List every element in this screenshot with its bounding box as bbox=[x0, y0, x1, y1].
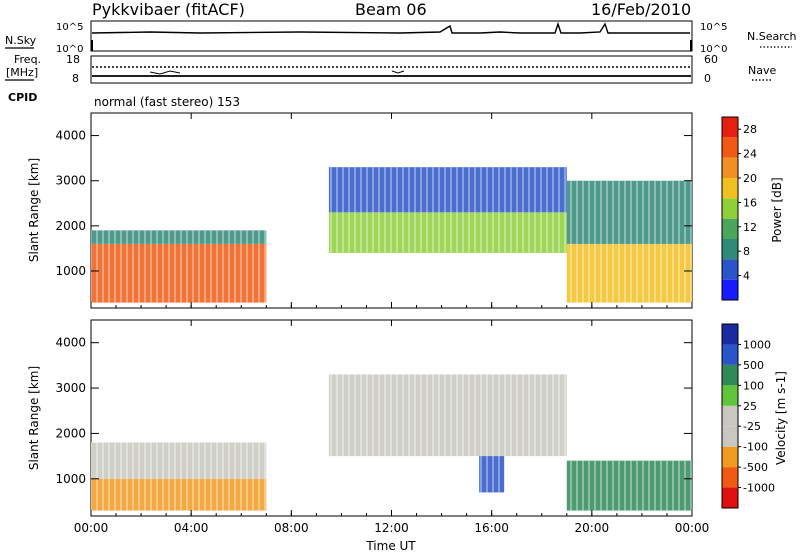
power-colorbar-swatch bbox=[722, 178, 738, 199]
power-range-tick-label: 1000 bbox=[55, 264, 86, 278]
power-marks bbox=[91, 167, 692, 303]
freq-panel bbox=[90, 55, 693, 84]
velocity-colorbar-swatch bbox=[722, 487, 738, 508]
power-ylabel: Slant Range [km] bbox=[27, 158, 41, 262]
freq-unit: [MHz] bbox=[6, 66, 38, 79]
velocity-colorbar-tick: -1000 bbox=[743, 482, 775, 495]
velocity-colorbar-swatch bbox=[722, 344, 738, 365]
power-colorbar-swatch bbox=[722, 239, 738, 260]
power-colorbar-tick: 4 bbox=[743, 270, 750, 283]
velocity-colorbar-swatch bbox=[722, 426, 738, 447]
power-colorbar-tick: 28 bbox=[743, 123, 757, 136]
velocity-range-tick-label: 4000 bbox=[55, 336, 86, 350]
time-tick-label: 08:00 bbox=[274, 521, 309, 535]
nsky-trace bbox=[91, 21, 690, 34]
velocity-colorbar: 1000 500 100 25 -25 -100 -500 -1000 bbox=[721, 323, 775, 509]
time-axis-label: Time UT bbox=[365, 539, 416, 553]
freq-label: Freq. bbox=[14, 53, 41, 66]
cpid-label: CPID bbox=[8, 91, 37, 104]
velocity-colorbar-swatch bbox=[722, 324, 738, 345]
power-colorbar-swatch bbox=[722, 137, 738, 158]
time-tick-label: 12:00 bbox=[374, 521, 409, 535]
velocity-range-tick-label: 2000 bbox=[55, 426, 86, 440]
beam-title: Beam 06 bbox=[355, 0, 427, 19]
time-tick-label: 00:00 bbox=[675, 521, 710, 535]
velocity-colorbar-tick: -100 bbox=[743, 441, 768, 454]
radar-title: Pykkvibaer (fitACF) bbox=[92, 0, 245, 19]
nave-tick-top: 60 bbox=[704, 53, 718, 66]
nsky-panel bbox=[90, 20, 693, 52]
power-colorbar-tick: 12 bbox=[743, 221, 757, 234]
freq-tick-bottom: 8 bbox=[72, 72, 79, 85]
power-colorbar-tick: 24 bbox=[743, 148, 757, 161]
power-range-tick-label: 3000 bbox=[55, 174, 86, 188]
nsearch-tick-top: 10^5 bbox=[700, 22, 727, 33]
velocity-colorbar-tick: 500 bbox=[743, 359, 764, 372]
power-colorbar-swatch bbox=[722, 117, 738, 138]
velocity-colorbar-tick: 25 bbox=[743, 400, 757, 413]
power-colorbar: 4 8 12 16 20 24 28 bbox=[721, 116, 757, 301]
power-colorbar-swatch bbox=[722, 218, 738, 239]
power-panel: 1000 2000 3000 4000 bbox=[55, 112, 693, 309]
nsky-tick-bottom: 10^0 bbox=[56, 44, 83, 55]
nave-label: Nave bbox=[748, 64, 776, 77]
velocity-range-tick-label: 3000 bbox=[55, 381, 86, 395]
velocity-marks bbox=[91, 374, 692, 511]
power-colorbar-tick: 8 bbox=[743, 245, 750, 258]
nsky-label: N.Sky bbox=[5, 34, 37, 47]
velocity-panel: 00:00 04:00 08:00 12:00 16:00 20:00 00:00 1000 2… bbox=[55, 319, 709, 535]
velocity-colorbar-swatch bbox=[722, 405, 738, 427]
velocity-axes: 00:00 04:00 08:00 12:00 16:00 20:00 00:00 1000 2… bbox=[55, 320, 709, 535]
power-axes: 1000 2000 3000 4000 bbox=[55, 113, 693, 308]
velocity-colorbar-swatch bbox=[722, 467, 738, 488]
nsearch-label: N.Search bbox=[747, 30, 797, 43]
time-tick-label: 00:00 bbox=[74, 521, 109, 535]
velocity-colorbar-swatch bbox=[722, 364, 738, 386]
date-title: 16/Feb/2010 bbox=[591, 0, 692, 19]
power-colorbar-swatch bbox=[722, 259, 738, 280]
velocity-colorbar-label: Velocity [m s-1] bbox=[774, 371, 788, 465]
velocity-ylabel: Slant Range [km] bbox=[27, 366, 41, 470]
power-colorbar-label: Power [dB] bbox=[770, 177, 784, 242]
nave-tick-bottom: 0 bbox=[704, 72, 711, 85]
velocity-colorbar-tick: 100 bbox=[743, 379, 764, 392]
power-colorbar-tick: 20 bbox=[743, 172, 757, 185]
nsearch-tick-bottom: 10^0 bbox=[700, 44, 727, 55]
power-colorbar-swatch bbox=[722, 157, 738, 178]
velocity-colorbar-tick: -500 bbox=[743, 461, 768, 474]
nsky-tick-top: 10^5 bbox=[56, 22, 83, 33]
power-range-tick-label: 4000 bbox=[55, 129, 86, 143]
time-tick-label: 20:00 bbox=[575, 521, 610, 535]
velocity-colorbar-swatch bbox=[722, 446, 738, 468]
cpid-text: normal (fast stereo) 153 bbox=[94, 95, 240, 109]
time-tick-label: 04:00 bbox=[174, 521, 209, 535]
power-colorbar-tick: 16 bbox=[743, 196, 757, 209]
velocity-colorbar-tick: 1000 bbox=[743, 338, 771, 351]
time-tick-label: 16:00 bbox=[474, 521, 509, 535]
power-colorbar-swatch bbox=[722, 198, 738, 219]
freq-tick-top: 18 bbox=[66, 53, 80, 66]
velocity-colorbar-tick: -25 bbox=[743, 420, 761, 433]
velocity-range-tick-label: 1000 bbox=[55, 472, 86, 486]
velocity-colorbar-swatch bbox=[722, 385, 738, 406]
power-range-tick-label: 2000 bbox=[55, 219, 86, 233]
power-colorbar-swatch bbox=[722, 279, 738, 300]
